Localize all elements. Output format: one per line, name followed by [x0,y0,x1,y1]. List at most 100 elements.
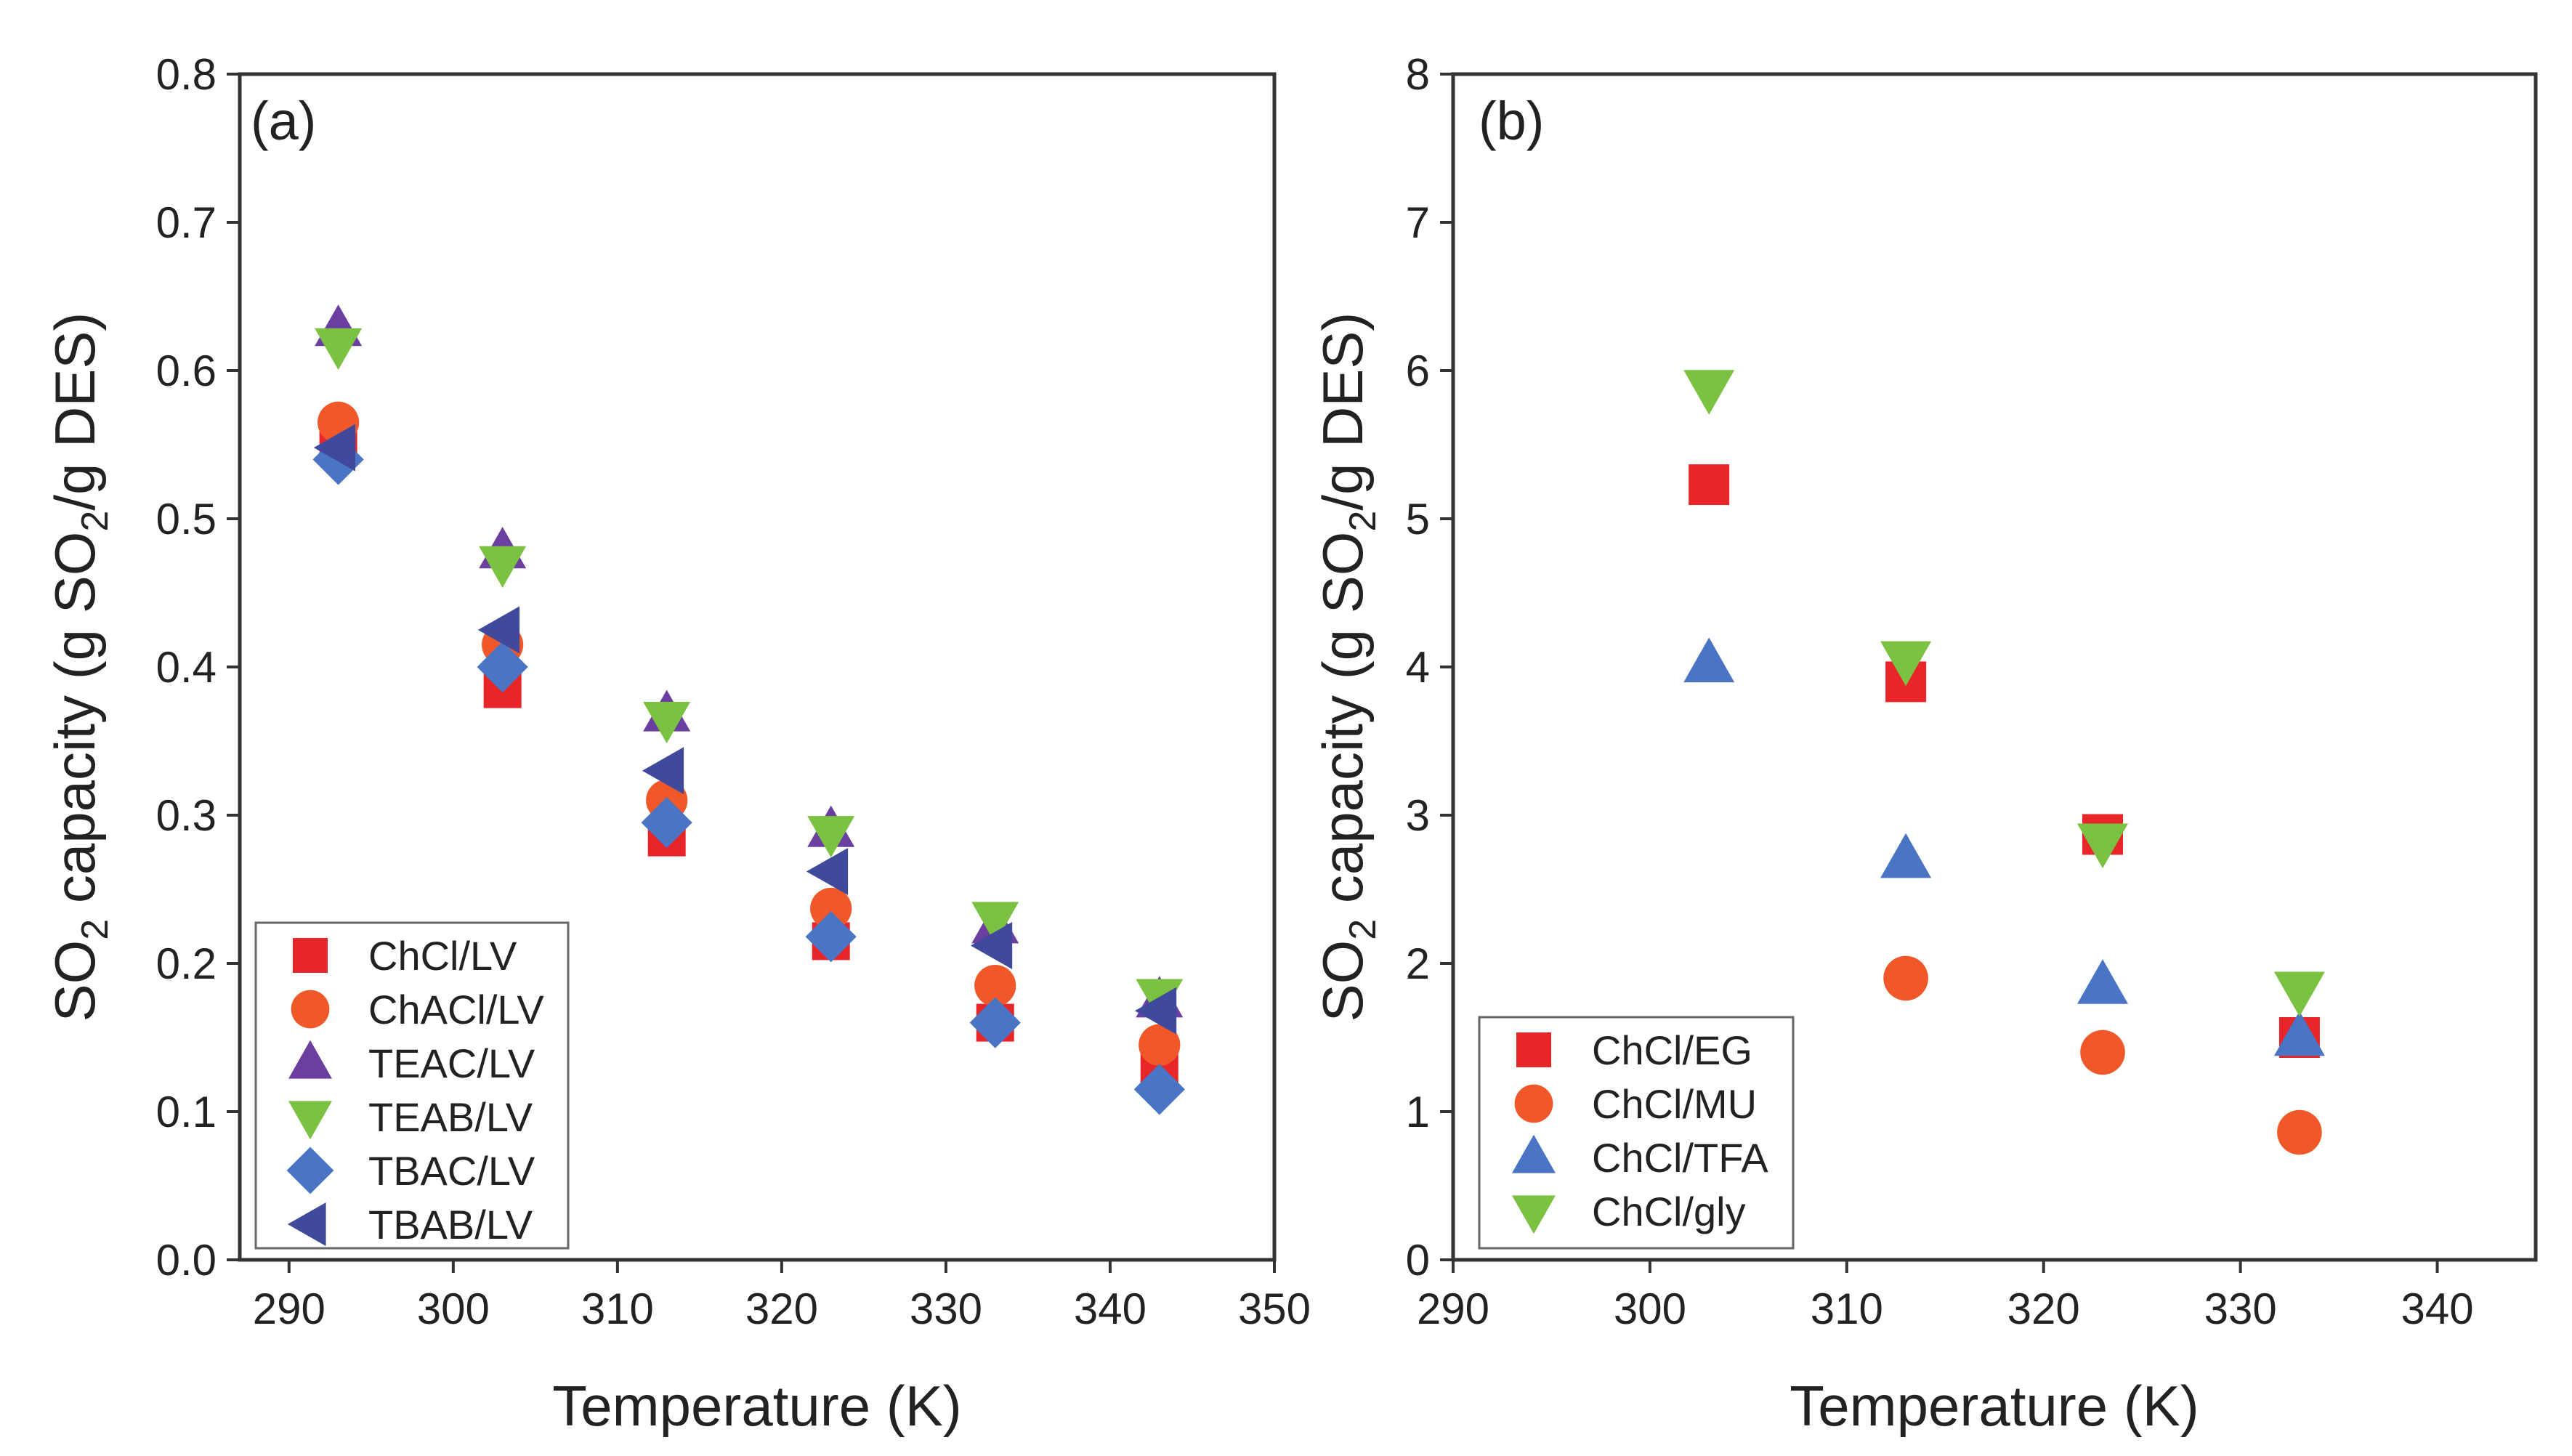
data-point-teab-lv [479,546,527,588]
y-axis-title-b-part1: SO [1311,940,1375,1022]
ticks-a: 290 300 310 320 330 340 350 0.0 0.1 0.2 0.3 0.4 0.5 0… [156,50,1311,1333]
x-tick-label-a: 300 [417,1285,490,1333]
legend-label: ChCl/LV [368,933,517,979]
data-point-tbac-lv [969,997,1021,1048]
y-tick-label-b: 4 [1406,643,1430,692]
data-point-chcl-tfa [2077,959,2128,1004]
y-tick-label-b: 8 [1406,50,1430,99]
data-point-chcl-tfa [1683,637,1735,683]
data-point-teab-lv [807,816,855,858]
y-tick-label-a: 0.6 [156,347,217,395]
legend-a: ChCl/LV ChACl/LV TEAC/LV TEAB/LV TBAC/LV TBAB… [254,921,570,1250]
data-point-chcl-tfa [2273,1011,2325,1056]
y-axis-title-b-sub1: 2 [1342,919,1384,940]
y-axis-title-a-part1: SO [43,940,107,1022]
x-tick-label-b: 310 [1811,1285,1883,1333]
panel-label-a: (a) [251,91,316,151]
data-point-chcl-gly [1880,641,1932,687]
y-tick-label-a: 0.4 [156,643,217,692]
y-tick-label-b: 2 [1406,939,1430,988]
data-point-tbab-lv [1134,987,1177,1035]
y-axis-title-a-sub1: 2 [74,919,116,940]
y-tick-label-a: 0.5 [156,495,217,543]
legend-marker-chcl-mu [1514,1084,1553,1123]
data-point-chacl-lv [810,887,852,930]
y-tick-label-b: 7 [1406,198,1430,247]
ticks-b: 290 300 310 320 330 340 0 1 2 3 4 5 6 7 8 [1406,50,2474,1333]
legend-label: TBAC/LV [368,1148,535,1194]
data-point-chacl-lv [1139,1024,1181,1066]
x-tick-label-b: 300 [1614,1285,1686,1333]
y-axis-title-b: SO2 capacity (g SO2/g DES) [1311,312,1384,1022]
data-point-chacl-lv [974,965,1016,1007]
x-axis-title-b: Temperature (K) [1790,1374,2199,1438]
data-point-tbac-lv [805,911,857,963]
legend-label: ChACl/LV [368,987,544,1032]
y-tick-label-b: 5 [1406,495,1430,543]
y-axis-title-b-sub2: 2 [1342,511,1384,532]
data-point-chcl-mu [2080,1030,2125,1075]
x-tick-label-b: 290 [1417,1285,1489,1333]
data-points-b [1683,370,2325,1155]
data-point-tbac-lv [1133,1064,1185,1115]
y-axis-title-a: SO2 capacity (g SO2/g DES) [43,312,116,1022]
data-point-tbac-lv [641,797,692,849]
y-tick-label-a: 0.8 [156,50,217,99]
data-point-chcl-gly [2077,823,2128,869]
legend-b: ChCl/EG ChCl/MU ChCl/TFA ChCl/gly [1478,1016,1795,1250]
y-axis-title-b-part2: capacity (g SO [1311,532,1375,919]
legend-label: ChCl/EG [1592,1027,1752,1073]
panel-label-b: (b) [1479,91,1544,151]
legend-marker-chacl-lv [291,990,330,1029]
legend-label: TEAB/LV [368,1094,533,1140]
legend-marker-chcl-tfa [1512,1134,1556,1173]
data-point-tbac-lv [477,641,528,693]
data-point-tbab-lv [313,424,356,472]
y-tick-label-a: 0.7 [156,198,217,247]
data-points-a [312,304,1185,1115]
data-point-tbab-lv [642,747,684,795]
y-tick-label-b: 1 [1406,1088,1430,1136]
x-tick-label-a: 310 [581,1285,654,1333]
x-tick-label-b: 330 [2204,1285,2277,1333]
legend-marker-tbab-lv [287,1202,326,1246]
legend-label: TBAB/LV [368,1202,533,1247]
y-tick-label-b: 0 [1406,1236,1430,1285]
y-axis-title-a-part3: /g DES) [43,312,107,511]
y-axis-title-a-part2: capacity (g SO [43,532,107,919]
y-tick-label-a: 0.0 [156,1236,217,1285]
x-tick-label-a: 290 [253,1285,325,1333]
data-point-teab-lv [315,328,363,371]
legend-label: ChCl/TFA [1592,1135,1768,1181]
legend-label: ChCl/gly [1592,1189,1746,1234]
legend-marker-chcl-eg [1516,1032,1551,1067]
legend-marker-tbac-lv [286,1146,334,1194]
legend-label: TEAC/LV [368,1040,535,1086]
legend-marker-chcl-lv [293,938,328,973]
panel-b: 290 300 310 320 330 340 0 1 2 3 4 5 6 7 8 (b) Temperat… [1311,50,2538,1438]
legend-box-a [254,921,570,1250]
x-tick-label-a: 330 [910,1285,982,1333]
x-tick-label-b: 320 [2007,1285,2080,1333]
x-tick-label-a: 320 [745,1285,818,1333]
data-point-chcl-eg [1689,464,1730,506]
data-point-chcl-tfa [1880,833,1932,878]
legend-label: ChCl/MU [1592,1081,1757,1127]
x-tick-label-b: 340 [2401,1285,2473,1333]
legend-marker-teab-lv [288,1101,332,1140]
data-point-chcl-gly [2273,971,2325,1017]
y-tick-label-b: 6 [1406,347,1430,395]
data-point-tbab-lv [477,606,520,654]
data-point-chcl-gly [1683,370,1735,415]
data-point-tbab-lv [806,848,849,896]
data-point-teab-lv [643,702,691,744]
y-axis-title-b-part3: /g DES) [1311,312,1375,511]
x-tick-label-a: 340 [1074,1285,1147,1333]
y-axis-title-a-sub2: 2 [74,511,116,532]
legend-marker-teac-lv [288,1040,332,1079]
y-tick-label-a: 0.1 [156,1088,217,1136]
panel-a: 290 300 310 320 330 340 350 0.0 0.1 0.2 0.3 0.4 0.5 0… [43,50,1311,1438]
y-tick-label-a: 0.3 [156,791,217,840]
data-point-chcl-mu [2277,1109,2322,1155]
